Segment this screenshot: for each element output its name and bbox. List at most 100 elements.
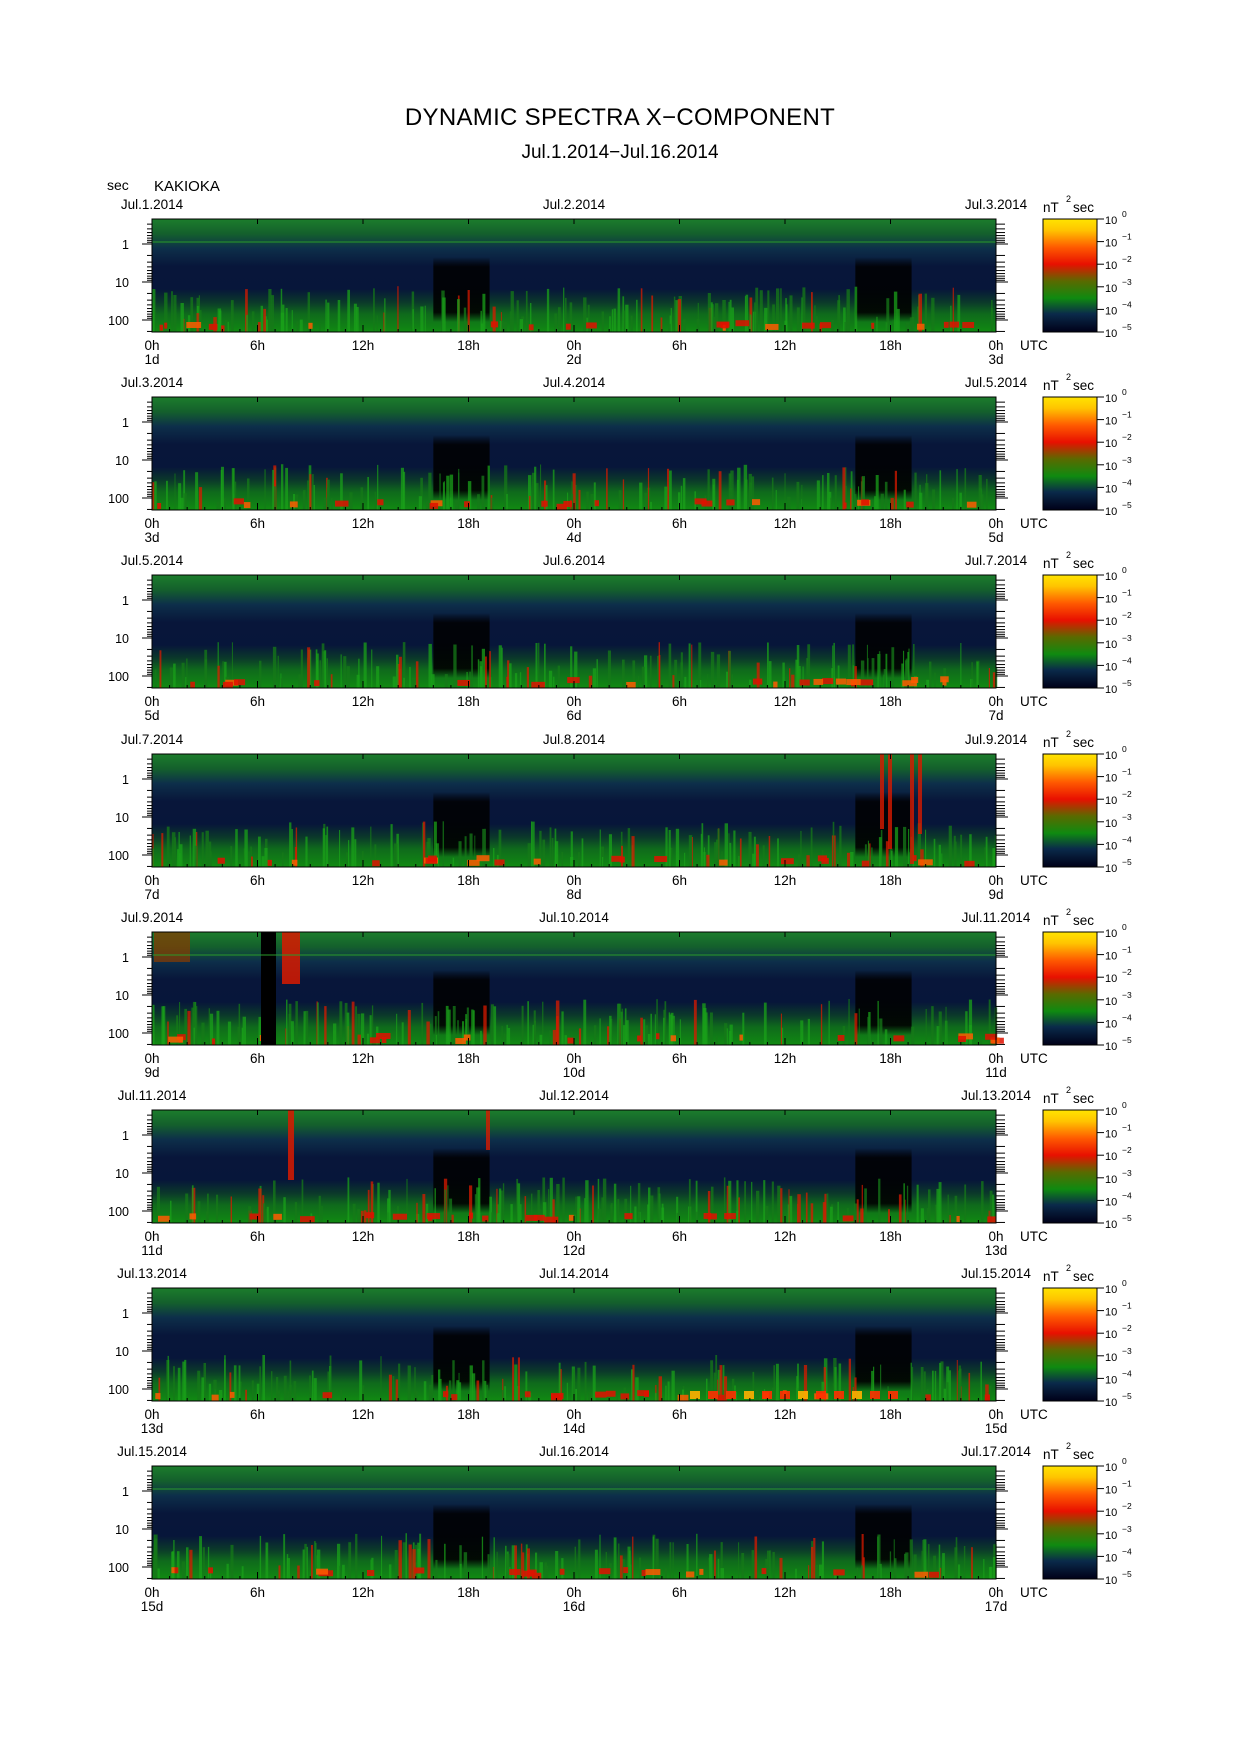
y-tick-label: 100 [108,1205,129,1219]
data-gap [261,932,276,1045]
spectral-streak [623,310,626,332]
spectral-streak [913,644,915,688]
power-patch [164,322,168,329]
spectral-streak [709,1554,713,1579]
colorbar-tick-exponent: −3 [1122,1346,1132,1356]
spectral-streak [242,1016,246,1045]
spectral-streak [599,829,601,867]
spectral-streak [806,855,810,867]
spectral-streak [631,1369,633,1401]
spectral-streak [744,296,746,332]
colorbar-unit-exponent: 2 [1066,907,1071,917]
spectral-streak [544,643,546,688]
spectral-streak [424,305,426,332]
colorbar-tick-base: 10 [1105,1151,1117,1163]
power-patch [724,1213,736,1220]
spectral-streak [409,666,411,688]
utc-label: UTC [1020,1407,1048,1422]
spectral-streak [572,473,576,510]
spectral-streak [362,1385,365,1401]
spectral-streak [201,832,204,867]
spectral-streak [911,1366,914,1401]
power-patch [686,1571,695,1578]
spectral-streak [218,310,222,332]
spectral-streak [854,1203,858,1223]
spectral-streak [936,1188,940,1223]
panel-7: Jul.13.2014 Jul.14.2014 Jul.15.20141101000… [108,1263,1132,1436]
power-patch [376,1033,391,1040]
colorbar-tick-base: 10 [1105,818,1117,830]
y-tick-label: 100 [108,492,129,506]
spectral-streak [664,486,668,510]
x-tick-label: 12h [774,694,797,709]
spectral-streak [731,307,734,332]
spectral-streak [925,829,927,867]
spectral-streak [893,1539,895,1579]
power-patch [813,678,824,685]
spectral-streak [364,1210,367,1223]
spectral-streak [676,1196,679,1223]
spectral-streak [858,1008,860,1045]
spectral-streak [814,305,816,332]
spectral-streak [622,659,625,688]
spectral-streak [277,655,279,688]
colorbar [1042,574,1098,689]
panel-date-mid: Jul.12.2014 [539,1088,609,1103]
spectral-streak [520,1543,523,1579]
spectral-streak [283,1375,287,1401]
spectral-streak [452,1360,455,1401]
spectral-streak [803,1365,808,1401]
spectral-streak [316,1549,321,1579]
night-quiet-region [855,970,912,1035]
spectral-streak [772,304,775,332]
spectral-streak [613,1537,617,1579]
spectral-streak [156,1186,160,1223]
spectral-streak [325,299,327,332]
colorbar-tick-exponent: 0 [1122,1278,1127,1288]
colorbar-unit: nT [1043,1091,1059,1106]
spectral-streak [684,676,687,688]
spectral-streak [771,1181,774,1223]
spectral-streak [344,1002,348,1045]
power-patch [962,322,975,329]
spectral-streak [838,1363,842,1401]
spectral-streak [309,474,312,510]
spectral-streak [311,1545,313,1579]
spectral-streak [765,1558,768,1579]
spectral-streak [885,841,889,867]
spectral-streak [230,1196,232,1223]
spectral-streak [609,1015,612,1045]
spectral-streak [660,317,663,332]
colorbar-tick-exponent: −5 [1122,1569,1132,1579]
spectral-streak [348,1542,352,1579]
colorbar [1042,396,1098,511]
power-patch [443,1391,449,1398]
spectral-streak [810,1203,814,1223]
power-patch [308,322,313,329]
spectral-streak [717,828,720,867]
spectral-streak [847,852,851,867]
spectral-streak [789,295,793,332]
spectral-streak [880,493,884,510]
spectral-streak [532,472,536,510]
spectral-streak [446,475,450,510]
spectral-streak [467,290,470,332]
spectral-streak [638,675,640,688]
spectral-streak [601,311,604,332]
spectral-streak [552,856,554,867]
power-patch [369,1037,380,1044]
x-tick-label: 6h [672,516,687,531]
spectral-streak [522,1392,525,1401]
spectral-streak [431,1375,434,1401]
spectral-streak [285,308,288,332]
spectral-streak [552,1199,555,1223]
colorbar [1042,931,1098,1046]
colorbar-unit-exponent: 2 [1066,1085,1071,1095]
spectral-streak [707,673,709,688]
spectral-streak [527,1548,530,1579]
spectral-streak [583,999,587,1045]
spectral-streak [717,1369,721,1401]
spectral-streak [929,661,932,688]
colorbar-unit-exponent: 2 [1066,372,1071,382]
